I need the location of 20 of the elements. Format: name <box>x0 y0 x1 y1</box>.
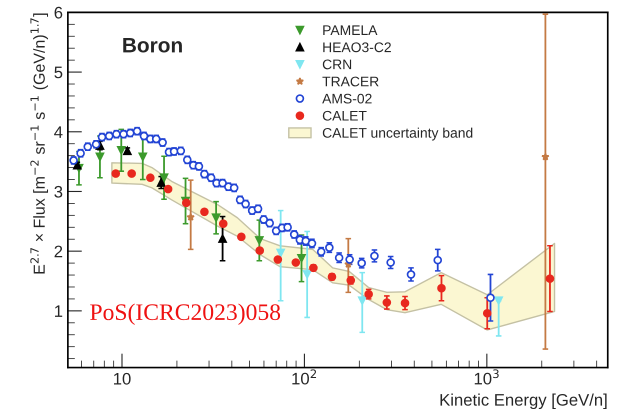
legend-label: CALET uncertainty band <box>322 128 472 141</box>
y-tick-label: 3 <box>54 186 62 198</box>
legend-label: PAMELA <box>323 25 378 35</box>
x-axis-title: Kinetic Energy [GeV/n] <box>440 394 607 410</box>
y-tick-label: 5 <box>54 66 62 78</box>
y-tick-label: 1 <box>55 305 62 317</box>
legend-label: CALET <box>322 110 367 121</box>
legend-label: CRN <box>322 59 352 70</box>
x-tick-label: 10$^{2}$ <box>292 369 316 385</box>
text: E$^{2.7}$ × Flux [m$^{−2}$ sr$^{−1}$ s$^{−1}$ (GeV/n)$^{1.7}$] <box>30 14 48 274</box>
x-tick-label: 10 <box>114 372 131 385</box>
y-tick-label: 6 <box>54 6 62 19</box>
legend-label: TRACER <box>322 76 379 86</box>
x-tick-label: 10$^{3}$ <box>474 369 499 385</box>
annotation: PoS(ICRC2023)058 <box>90 304 280 325</box>
legend-label: HEAO3-C2 <box>323 42 391 52</box>
y-tick-label: 4 <box>54 126 63 138</box>
y-tick-label: 2 <box>54 246 62 258</box>
text: Boron <box>123 38 182 53</box>
legend-label: AMS-02 <box>322 94 372 104</box>
